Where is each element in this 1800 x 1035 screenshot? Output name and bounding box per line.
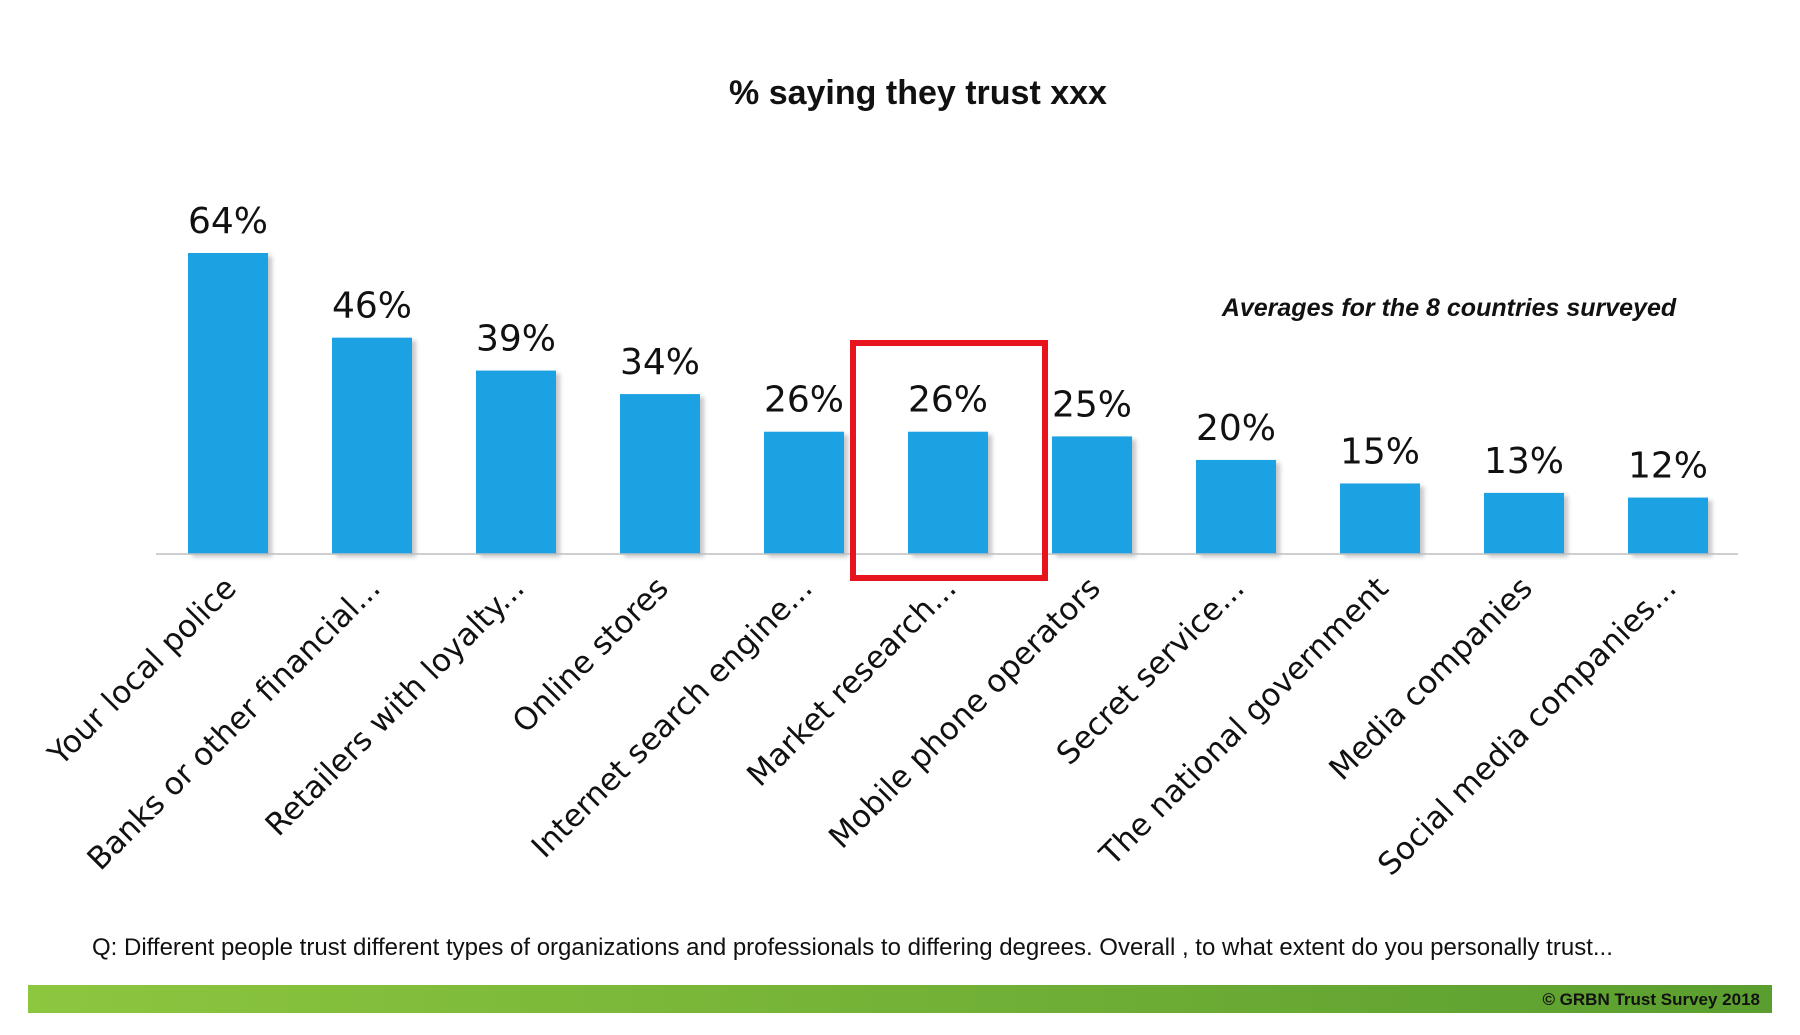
bar: [1340, 483, 1420, 554]
bar-value-label: 20%: [1196, 408, 1276, 449]
bar: [188, 253, 268, 554]
bar-value-label: 64%: [188, 201, 268, 242]
bar: [908, 431, 988, 554]
bar: [620, 394, 700, 554]
bar: [1052, 436, 1132, 554]
bar-value-label: 15%: [1340, 431, 1420, 472]
category-label: Mobile phone operators: [822, 570, 1108, 856]
category-label: The national government: [1092, 570, 1395, 873]
bar-value-label: 26%: [908, 380, 988, 421]
bar-value-label: 25%: [1052, 384, 1132, 425]
bar-value-label: 46%: [332, 286, 412, 327]
bars-group: [188, 253, 1708, 554]
bar: [764, 431, 844, 554]
chart-title: % saying they trust xxx: [729, 74, 1107, 112]
bar-value-label: 26%: [764, 380, 844, 421]
bar: [476, 370, 556, 554]
category-label: Internet search engine...: [525, 570, 820, 865]
bar: [1196, 459, 1276, 554]
footer-band: [28, 985, 1772, 1013]
highlight-box: [850, 340, 1048, 581]
question-text: Q: Different people trust different type…: [92, 934, 1613, 961]
bar: [332, 337, 412, 554]
category-label: Retailers with loyalty...: [259, 570, 532, 843]
bar-value-label: 12%: [1628, 446, 1708, 487]
bar-value-label: 34%: [620, 342, 700, 383]
bar-value-label: 39%: [476, 319, 556, 360]
category-label: Banks or other financial...: [80, 570, 387, 877]
category-label: Social media companies...: [1371, 570, 1684, 883]
chart-annotation: Averages for the 8 countries surveyed: [1221, 294, 1677, 322]
footer-copyright: © GRBN Trust Survey 2018: [1542, 990, 1760, 1009]
bar-value-label: 13%: [1484, 441, 1564, 482]
value-labels-group: 64% 46% 39% 34% 26% 26% 25% 20% 15% 13% 12%: [188, 201, 1708, 487]
bar: [1484, 492, 1564, 554]
bar: [1628, 497, 1708, 554]
